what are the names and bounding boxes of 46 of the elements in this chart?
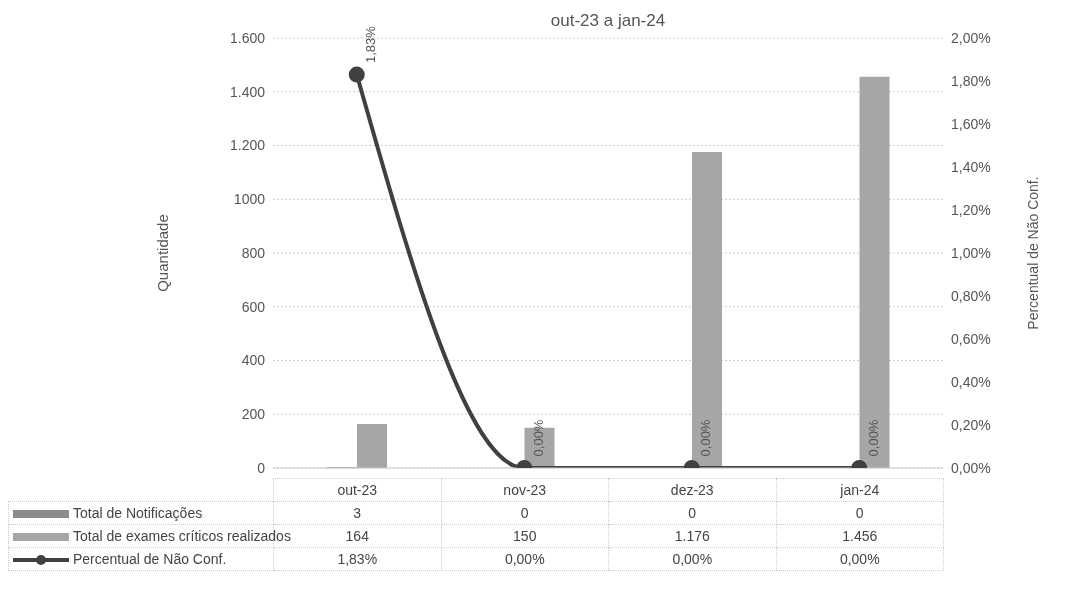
legend-label: Total de Notificações — [8, 501, 274, 525]
data-label: 0 — [608, 501, 776, 525]
data-label: 0 — [441, 501, 609, 525]
y-tick-label: 200 — [241, 406, 266, 423]
x-tick-label: out-23 — [273, 478, 441, 502]
chart-title: out-23 a jan-24 — [550, 11, 666, 30]
y2-tick-label: 1,20% — [951, 201, 991, 218]
y2-axis-title: Percentual de Não Conf. — [1024, 176, 1041, 330]
x-tick-label: dez-23 — [608, 478, 776, 502]
legend-label: Percentual de Não Conf. — [8, 547, 274, 571]
data-label: 1.176 — [608, 524, 776, 548]
data-label: 0,00% — [608, 547, 776, 571]
y2-tick-label: 0,60% — [951, 330, 991, 347]
data-label: 1,83% — [273, 547, 441, 571]
legend-label: Total de exames críticos realizados — [72, 527, 291, 546]
y-tick-label: 1.400 — [229, 83, 266, 100]
text: 0,00% — [698, 419, 714, 457]
y2-tick-label: 0,80% — [951, 287, 991, 304]
y-tick-label: 1.200 — [229, 137, 266, 154]
y2-tick-label: 0,00% — [951, 459, 991, 476]
data-label: 150 — [441, 524, 609, 548]
y-axis-title: Quantidade — [154, 214, 172, 292]
y-tick-label: 400 — [241, 352, 266, 369]
data-label: 164 — [345, 528, 369, 544]
y2-tick-label: 0,20% — [951, 416, 991, 433]
y-tick-label: 1000 — [233, 191, 266, 208]
y-tick-label: 1.600 — [229, 29, 266, 46]
y2-tick-label: 1,60% — [951, 115, 991, 132]
x-tick-label: jan-24 — [776, 478, 944, 502]
y2-tick-label: 0,40% — [951, 373, 991, 390]
y-tick-label: 600 — [241, 298, 266, 315]
text: 0,00% — [865, 419, 881, 457]
y2-tick-label: 1,00% — [951, 244, 991, 261]
y2-tick-label: 1,40% — [951, 158, 991, 175]
data-label: 0,00% — [776, 547, 944, 571]
data-label: 1.456 — [776, 524, 944, 548]
text: 1,83% — [363, 26, 379, 63]
data-label: 3 — [273, 501, 441, 525]
y-tick-label: 0 — [257, 459, 266, 476]
y2-tick-label: 1,80% — [951, 72, 991, 89]
text: 0,00% — [530, 419, 546, 457]
y-tick-label: 800 — [241, 244, 266, 261]
x-tick-label: nov-23 — [441, 478, 609, 502]
y2-tick-label: 2,00% — [951, 29, 991, 46]
data-label: 0 — [776, 501, 944, 525]
data-label: 0,00% — [441, 547, 609, 571]
